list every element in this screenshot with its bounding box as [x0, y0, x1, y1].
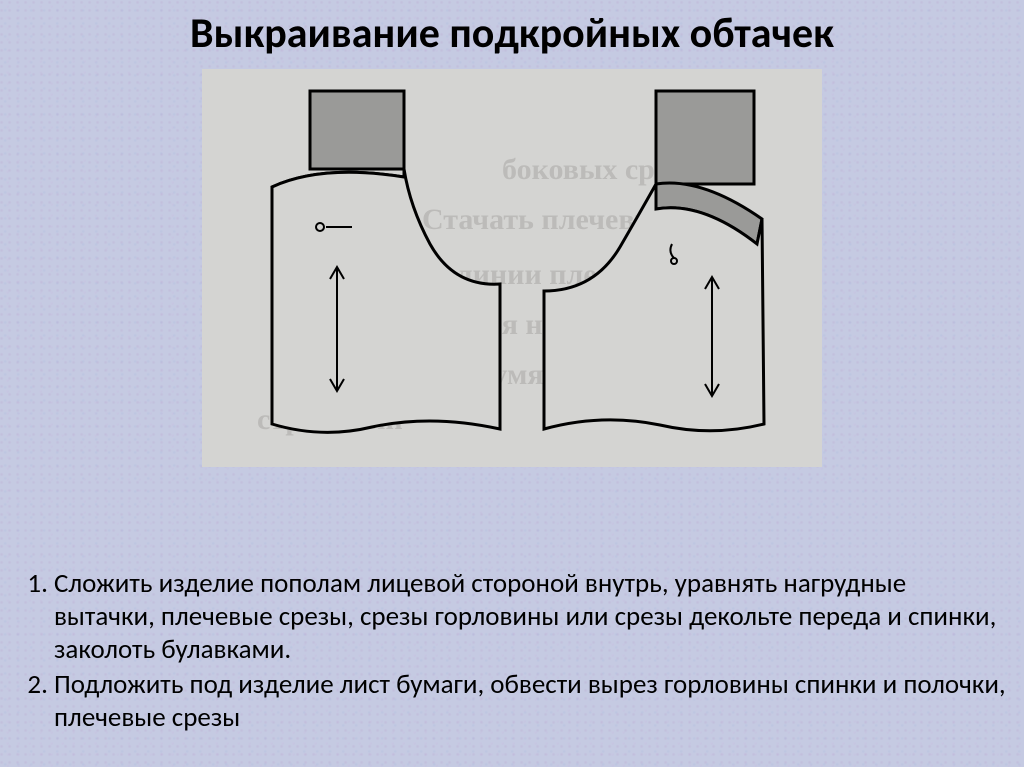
svg-text:Стачать плечевы: Стачать плечевы — [422, 203, 658, 236]
list-item: Подложить под изделие лист бумаги, обвес… — [54, 669, 1006, 735]
list-item: Сложить изделие пополам лицевой стороной… — [54, 568, 1006, 667]
page-title: Выкраивание подкройных обтачек — [18, 8, 1006, 59]
figure-container: боковых срезо Стачать плечевы чки по лин… — [18, 69, 1006, 467]
sewing-pattern-diagram: боковых срезо Стачать плечевы чки по лин… — [202, 69, 822, 467]
instruction-list: Сложить изделие пополам лицевой стороной… — [12, 568, 1006, 737]
